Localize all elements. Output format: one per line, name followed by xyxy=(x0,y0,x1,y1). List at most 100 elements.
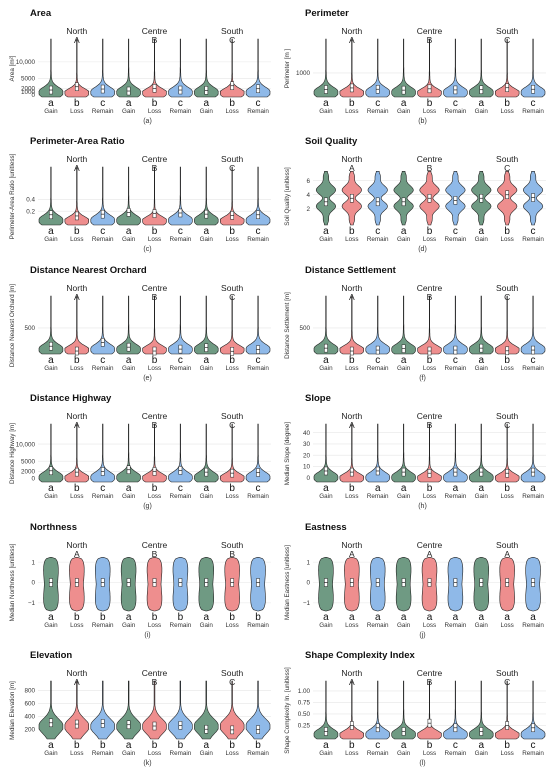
region-label: Centre xyxy=(417,26,443,36)
significance-letter: c xyxy=(531,98,536,109)
significance-letter: b xyxy=(504,740,510,751)
category-label: Gain xyxy=(397,236,411,243)
panel-4: Soil Quality 2 4 6 Soil Quality [unitless] No… xyxy=(284,136,546,253)
category-label: Gain xyxy=(319,365,333,372)
category-label: Loss xyxy=(148,236,161,243)
category-label: Remain xyxy=(445,493,467,500)
panel-title: Distance Nearest Orchard xyxy=(30,265,147,276)
category-label: Loss xyxy=(345,493,358,500)
panel-title: Elevation xyxy=(30,650,72,661)
region-label: North xyxy=(341,283,362,293)
panel-title: Area xyxy=(30,8,52,19)
y-tick-label: 600 xyxy=(24,701,35,708)
region-label: North xyxy=(341,668,362,678)
significance-letter: c xyxy=(375,355,380,366)
y-tick-label: 30 xyxy=(303,441,311,448)
category-label: Loss xyxy=(501,622,514,629)
category-label: Gain xyxy=(475,108,489,115)
region-label: Centre xyxy=(142,283,168,293)
violin-gain xyxy=(313,38,339,98)
significance-letter: c xyxy=(256,483,261,494)
significance-letter: b xyxy=(255,612,261,623)
violin-gain xyxy=(313,295,339,355)
category-label: Gain xyxy=(475,750,489,757)
category-label: Remain xyxy=(170,365,192,372)
category-label: Loss xyxy=(148,622,161,629)
violin-loss xyxy=(220,38,245,98)
category-label: Loss xyxy=(501,108,514,115)
violin-remain xyxy=(168,295,193,355)
category-label: Remain xyxy=(247,493,269,500)
significance-letter: c xyxy=(178,355,183,366)
category-label: Gain xyxy=(319,108,333,115)
category-label: Remain xyxy=(367,365,389,372)
category-label: Gain xyxy=(44,750,58,757)
y-tick-label: 6 xyxy=(306,178,310,185)
category-label: Remain xyxy=(170,493,192,500)
y-axis-label: Area [m²] xyxy=(9,55,16,81)
violin-remain xyxy=(443,38,468,98)
significance-letter: a xyxy=(48,612,54,623)
violin-loss xyxy=(220,680,245,740)
violin-loss xyxy=(339,38,364,98)
significance-letter: a xyxy=(126,612,132,623)
y-tick-label: 0.25 xyxy=(298,723,311,730)
y-axis-label: Soil Quality [unitless] xyxy=(284,167,291,226)
violin-remain xyxy=(443,680,468,740)
significance-letter: a xyxy=(323,740,329,751)
significance-letter: b xyxy=(178,612,184,623)
y-tick-label: 20 xyxy=(303,452,311,459)
violin-loss xyxy=(64,680,89,740)
category-label: Remain xyxy=(92,493,114,500)
violin-gain xyxy=(391,295,416,355)
violin-loss xyxy=(142,680,167,740)
significance-letter: a xyxy=(349,612,355,623)
category-label: Gain xyxy=(397,108,411,115)
significance-letter: a xyxy=(453,612,459,623)
violin-loss xyxy=(64,295,89,355)
panel-12: Shape Complexity Index 0.25 0.50 0.75 1.00 Sh… xyxy=(284,650,546,767)
category-label: Remain xyxy=(445,622,467,629)
significance-letter: b xyxy=(100,612,106,623)
category-label: Remain xyxy=(247,236,269,243)
category-label: Gain xyxy=(397,622,411,629)
y-tick-label: 1000 xyxy=(21,89,36,96)
significance-letter: a xyxy=(478,226,484,237)
violin-remain xyxy=(443,423,468,483)
panel-title: Distance Settlement xyxy=(305,265,397,276)
y-tick-label: 800 xyxy=(24,688,35,695)
significance-letter: b xyxy=(152,355,158,366)
violin-gain xyxy=(194,38,219,98)
significance-letter: a xyxy=(48,740,54,751)
violin-remain xyxy=(168,423,193,483)
region-label: North xyxy=(66,283,87,293)
category-label: Gain xyxy=(200,622,214,629)
category-label: Remain xyxy=(92,750,114,757)
category-label: Loss xyxy=(148,365,161,372)
y-tick-label: 5000 xyxy=(21,458,36,465)
violin-loss xyxy=(64,166,89,226)
category-label: Remain xyxy=(367,750,389,757)
violin-gain xyxy=(116,38,141,98)
significance-letter: b xyxy=(152,483,158,494)
category-label: Gain xyxy=(200,108,214,115)
significance-letter: a xyxy=(323,98,329,109)
category-label: Remain xyxy=(92,236,114,243)
category-label: Gain xyxy=(122,493,136,500)
region-significance-letter: B xyxy=(427,163,433,173)
category-label: Loss xyxy=(148,108,161,115)
violin-loss xyxy=(142,423,167,483)
significance-letter: a xyxy=(401,98,407,109)
y-axis-label: Median Eastness [unitless] xyxy=(284,545,291,620)
significance-letter: b xyxy=(504,355,510,366)
category-label: Gain xyxy=(397,365,411,372)
significance-letter: a xyxy=(203,740,209,751)
category-label: Loss xyxy=(226,622,239,629)
category-label: Remain xyxy=(170,236,192,243)
significance-letter: c xyxy=(256,355,261,366)
violin-gain xyxy=(469,295,494,355)
significance-letter: a xyxy=(48,355,54,366)
violin-gain xyxy=(116,423,141,483)
